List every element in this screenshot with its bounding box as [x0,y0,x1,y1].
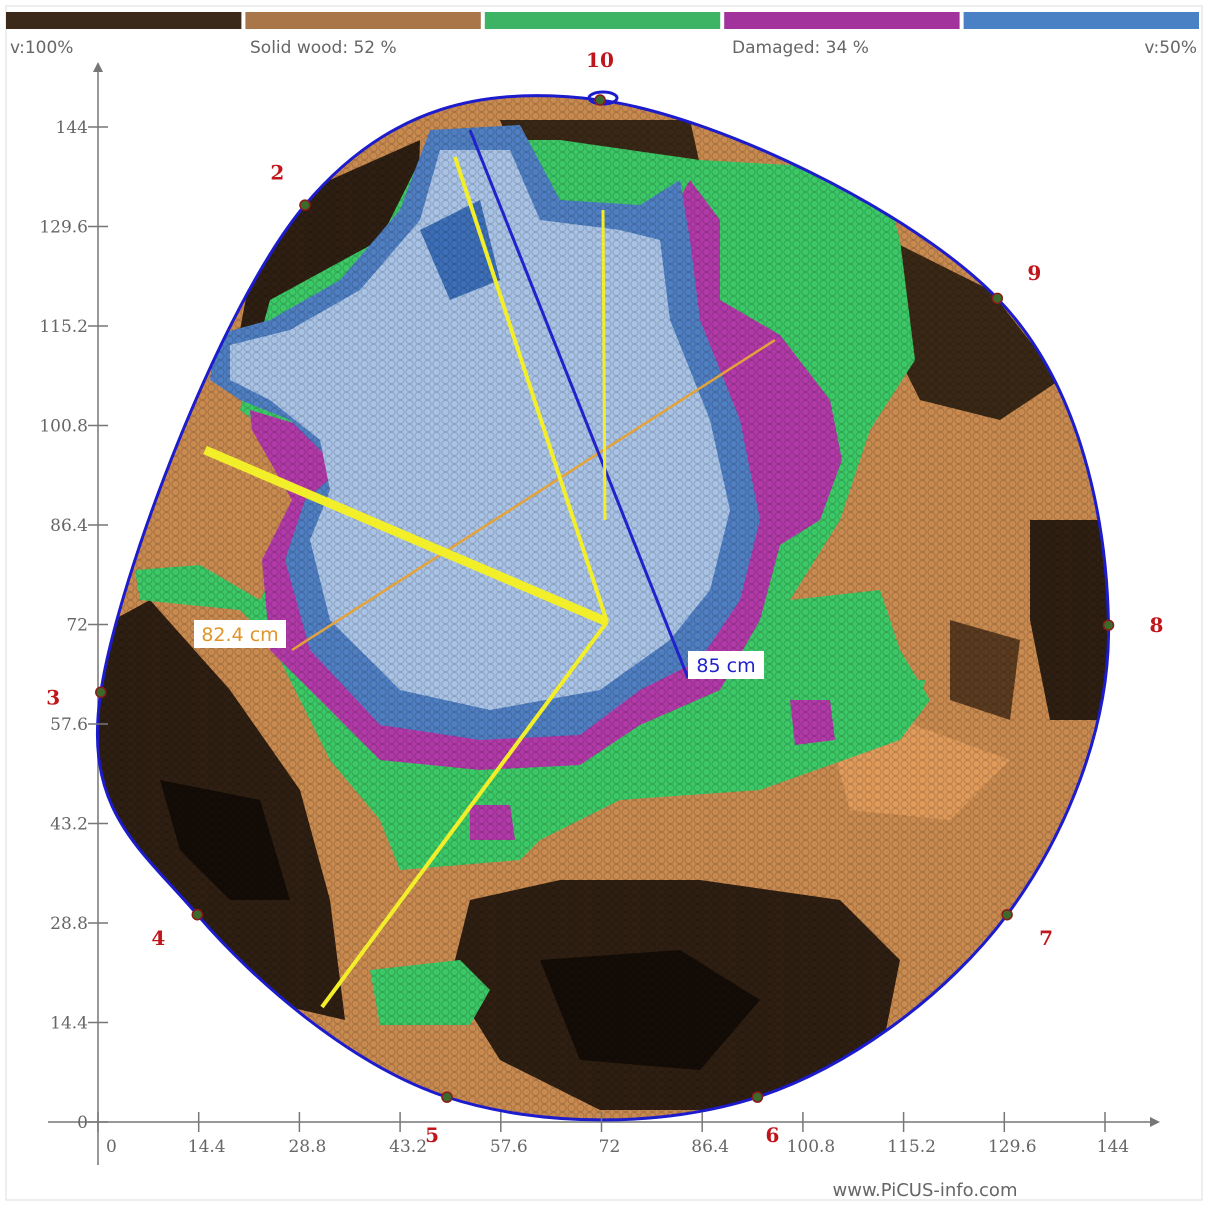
legend-swatch [963,12,1199,29]
y-tick-label: 144 [56,118,88,138]
legend-label: v:100% [10,38,73,58]
y-tick-label: 100.8 [39,417,88,437]
y-tick-label: 129.6 [39,218,88,238]
y-tick-label: 72 [66,616,88,636]
legend-swatch [724,12,960,29]
path-line [320,620,609,1009]
y-tick-label: 86.4 [50,516,88,536]
sensor [191,908,204,921]
x-tick-label: 57.6 [490,1137,528,1157]
sensor [594,94,606,106]
y-tick-label: 115.2 [39,317,88,337]
x-tick-label: 72 [599,1137,621,1157]
sensor-label: 4 [151,926,165,950]
legend-label: Solid wood: 52 % [250,38,397,58]
sensor-label: 7 [1039,926,1053,950]
measure-line [291,338,776,652]
x-tick-label: 14.4 [188,1137,226,1157]
measure-label: 82.4 cm [201,624,278,646]
legend-swatch [6,12,242,29]
legend-label: v:50% [1144,38,1197,58]
path-line [203,445,609,627]
frame [5,5,1203,1201]
path-line [453,156,609,623]
label-box [194,620,286,648]
axis-arrow [93,62,103,72]
x-tick-label: 28.8 [288,1137,326,1157]
legend-bar [6,12,1199,29]
sensor [441,1091,453,1103]
sensor-label: 9 [1027,261,1041,285]
sensor [299,199,311,211]
x-tick-label: 86.4 [691,1137,729,1157]
sensor [991,292,1004,305]
sensor-label: 6 [766,1123,780,1147]
sensor [1001,908,1013,921]
sensor [1102,619,1115,631]
y-tick-label: 57.6 [50,715,88,735]
y-tick-label: 0 [77,1113,88,1133]
measure-label: 85 cm [696,655,755,677]
path-line [601,209,607,521]
x-tick-label: 100.8 [787,1137,836,1157]
sensor-label: 10 [586,48,614,72]
axis-arrow [1150,1117,1160,1127]
legend-swatch [484,12,721,29]
y-tick-label: 14.4 [50,1014,88,1034]
x-tick-label: 144 [1097,1137,1129,1157]
sensor-label: 5 [425,1123,439,1147]
sensor-label: 8 [1150,613,1164,637]
measure-line [468,129,690,679]
label-box [688,651,764,679]
legend-swatch [245,12,481,29]
legend-label: Damaged: 34 % [732,38,869,58]
x-tick-label: 115.2 [887,1137,936,1157]
sensor-label: 2 [270,160,284,184]
sensor-label: 3 [46,686,60,710]
x-tick-label: 43.2 [389,1137,427,1157]
sensor [95,686,107,698]
y-tick-label: 43.2 [50,815,88,835]
x-tick-label: 0 [106,1137,117,1157]
footer: www.PiCUS-info.com [833,1180,1018,1201]
y-tick-label: 28.8 [50,914,88,934]
x-tick-label: 129.6 [988,1137,1037,1157]
sensor [751,1091,764,1103]
